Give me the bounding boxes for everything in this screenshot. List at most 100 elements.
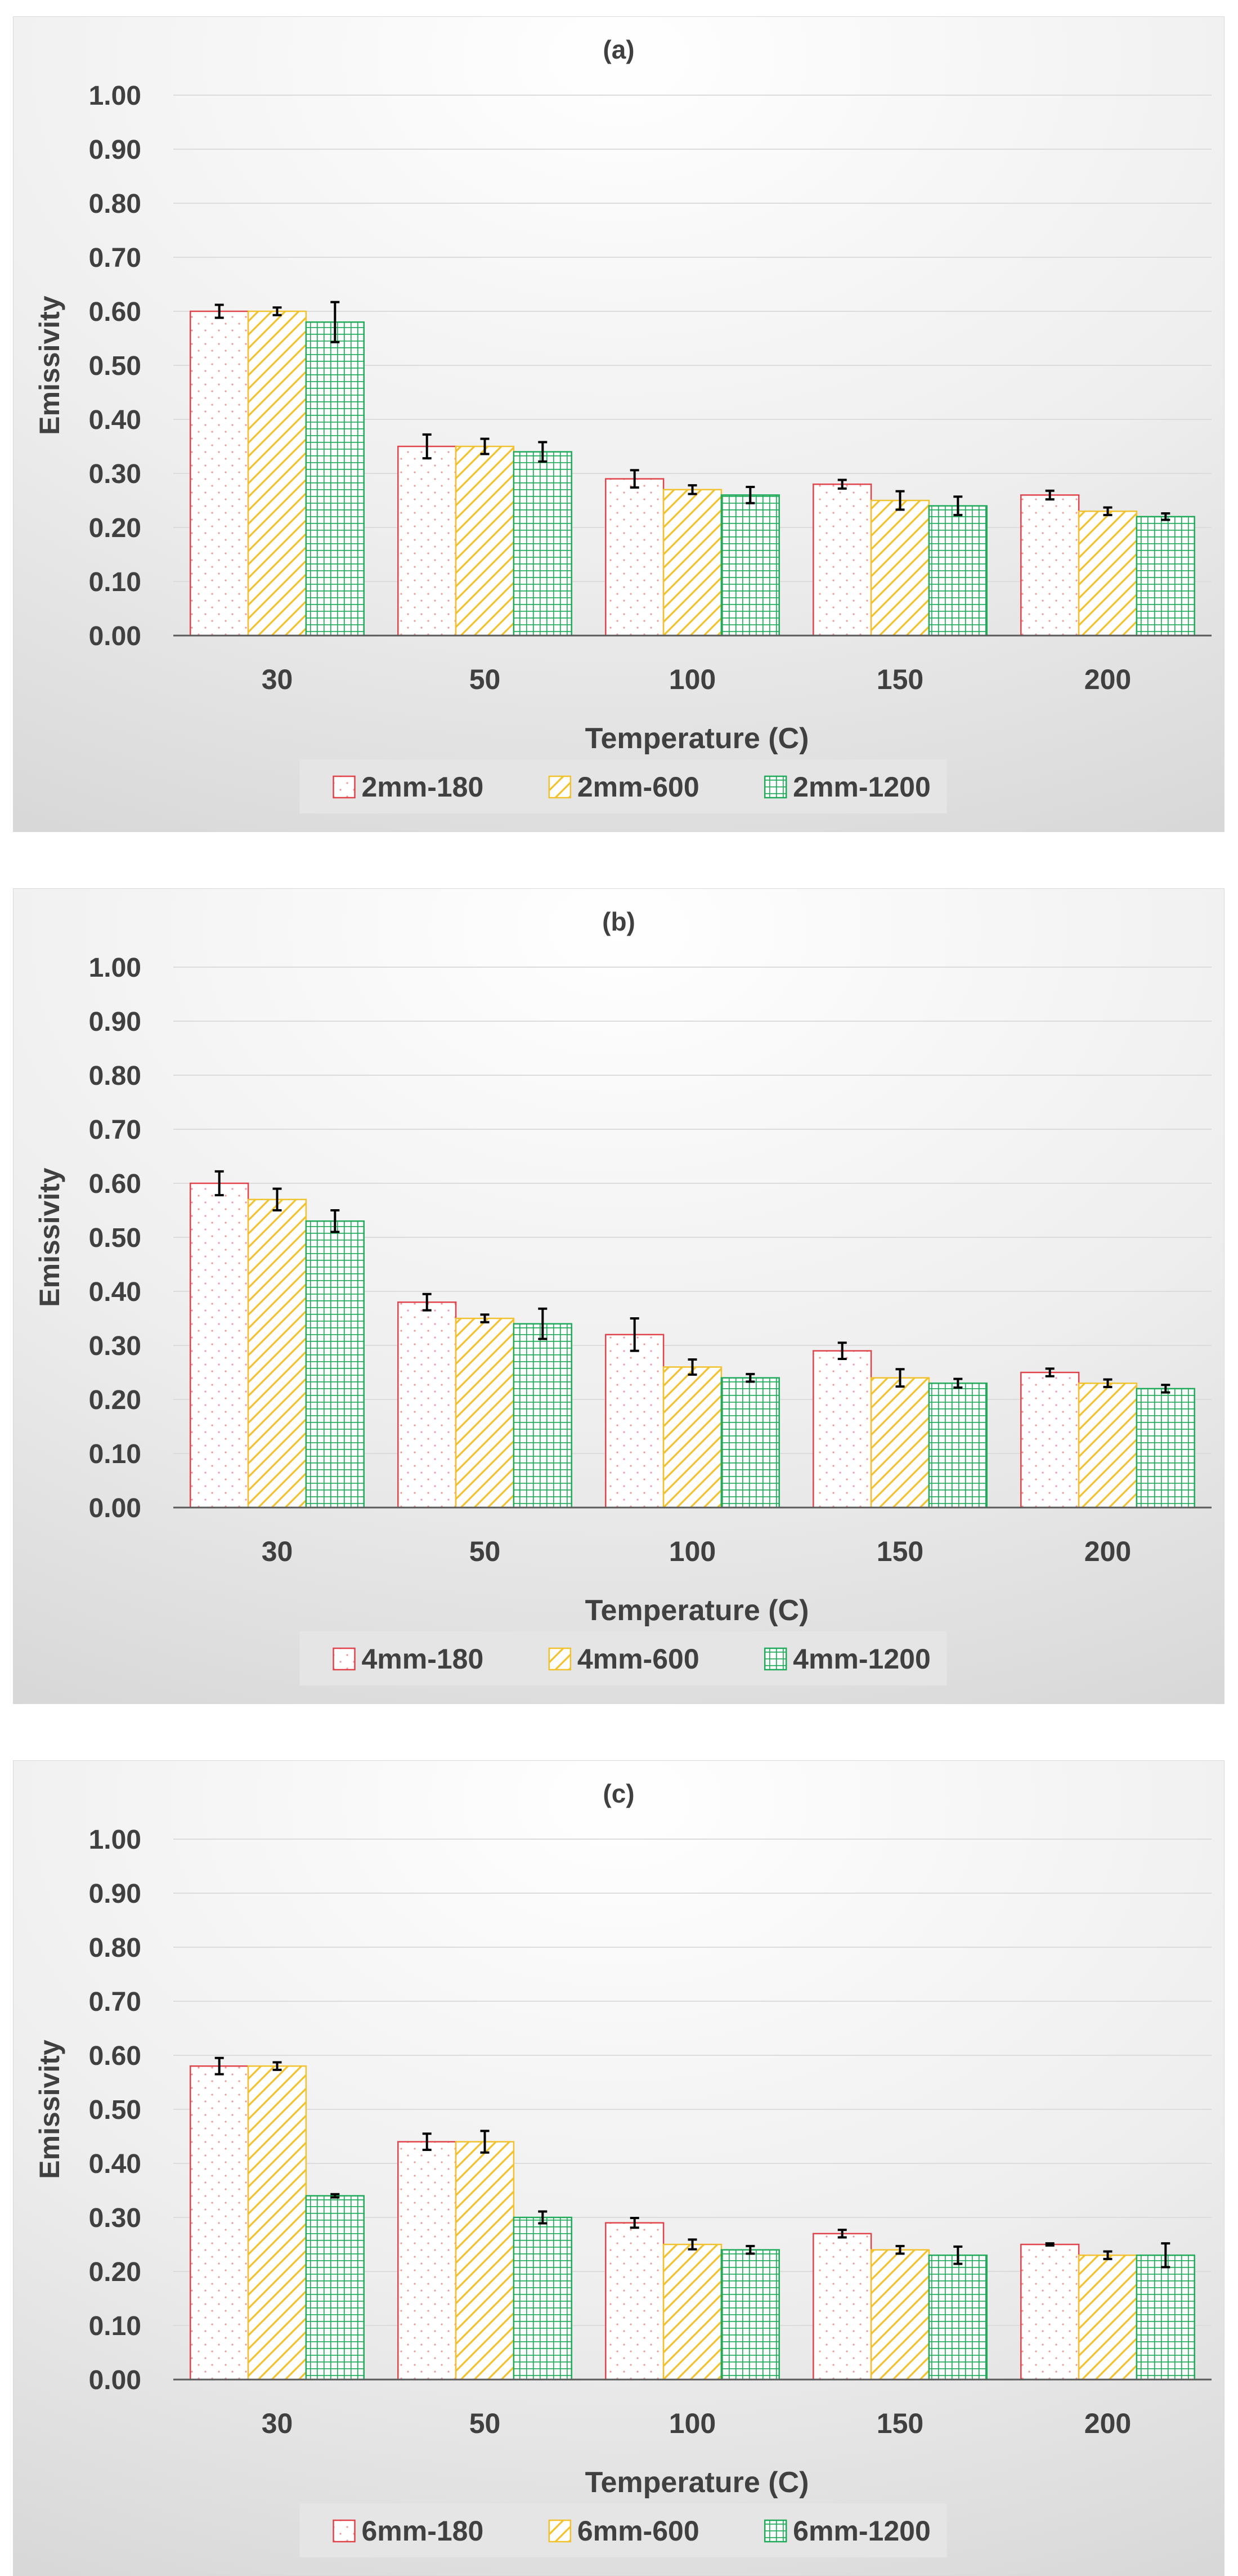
y-tick-label: 0.10 xyxy=(89,1439,141,1469)
y-tick-label: 0.70 xyxy=(89,1115,141,1145)
bar-4mm-600-150 xyxy=(870,1377,930,1509)
error-bar-6mm-600-200 xyxy=(1103,2250,1113,2260)
error-bar-4mm-1200-50 xyxy=(538,1307,548,1340)
bar-2mm-600-150 xyxy=(870,499,930,637)
legend-swatch-4mm-180 xyxy=(333,1647,356,1671)
bar-2mm-180-150 xyxy=(813,483,872,637)
error-bar-2mm-1200-50 xyxy=(538,441,548,463)
y-tick-label: 0.10 xyxy=(89,567,141,597)
bar-2mm-600-50 xyxy=(455,445,515,637)
y-tick-label: 0.00 xyxy=(89,621,141,651)
bar-2mm-180-50 xyxy=(397,445,457,637)
x-tick-label: 100 xyxy=(669,2408,716,2439)
error-bar-4mm-1200-200 xyxy=(1161,1384,1170,1394)
error-bar-4mm-600-30 xyxy=(272,1187,282,1211)
legend-label: 2mm-1200 xyxy=(793,771,931,803)
y-tick-label: 0.70 xyxy=(89,243,141,273)
x-tick-label: 30 xyxy=(262,2408,293,2439)
error-bar-6mm-1200-30 xyxy=(330,2193,340,2199)
legend: 2mm-180 2mm-600 2mm-1200 xyxy=(299,759,947,813)
chart-panel-a: 0.00 0.10 0.20 0.30 0.40 0.50 0.60 0.70 0.80 0.90… xyxy=(13,16,1224,832)
x-axis-label: Temperature (C) xyxy=(585,1594,809,1627)
error-bar-6mm-600-150 xyxy=(895,2244,905,2255)
error-bar-2mm-1200-200 xyxy=(1161,512,1170,521)
bar-6mm-180-50 xyxy=(397,2141,457,2381)
bar-6mm-180-30 xyxy=(190,2065,249,2381)
bar-4mm-1200-200 xyxy=(1136,1388,1195,1509)
bar-2mm-600-30 xyxy=(247,310,307,637)
bar-6mm-600-100 xyxy=(662,2243,723,2381)
y-tick-label: 0.20 xyxy=(89,1385,141,1415)
bar-4mm-600-30 xyxy=(247,1198,307,1509)
y-tick-label: 0.00 xyxy=(89,1493,141,1523)
bar-4mm-180-150 xyxy=(813,1350,872,1509)
legend-background xyxy=(299,2503,947,2557)
x-tick-label: 200 xyxy=(1084,2408,1131,2439)
error-bar-2mm-1200-30 xyxy=(330,301,340,343)
legend-swatch-4mm-1200 xyxy=(764,1647,787,1671)
chart-title: (a) xyxy=(603,35,634,64)
bar-2mm-180-200 xyxy=(1020,494,1080,637)
x-tick-label: 200 xyxy=(1084,664,1131,695)
y-tick-label: 0.30 xyxy=(89,2203,141,2233)
y-tick-label: 0.40 xyxy=(89,405,141,435)
error-bar-6mm-600-100 xyxy=(688,2238,697,2251)
bar-4mm-600-200 xyxy=(1078,1382,1138,1509)
y-tick-label: 0.90 xyxy=(89,135,141,165)
y-axis-label: Emissivity xyxy=(34,1168,65,1307)
y-tick-label: 0.60 xyxy=(89,1169,141,1199)
error-bar-6mm-180-150 xyxy=(837,2229,847,2239)
legend-swatch-6mm-1200 xyxy=(764,2519,787,2543)
y-tick-label: 0.80 xyxy=(89,1933,141,1963)
chart-svg: 0.00 0.10 0.20 0.30 0.40 0.50 0.60 0.70 0.80 0.90… xyxy=(13,1760,1224,2576)
legend-swatch-6mm-180 xyxy=(333,2519,356,2543)
bar-6mm-600-150 xyxy=(870,2249,930,2381)
bar-2mm-600-100 xyxy=(662,489,723,637)
error-bar-6mm-600-30 xyxy=(272,2061,282,2071)
bar-6mm-1200-100 xyxy=(720,2249,780,2381)
error-bar-6mm-180-30 xyxy=(214,2056,224,2076)
x-tick-label: 30 xyxy=(262,1536,293,1567)
x-tick-label: 200 xyxy=(1084,1536,1131,1567)
error-bar-6mm-600-50 xyxy=(480,2130,490,2154)
legend: 4mm-180 4mm-600 4mm-1200 xyxy=(299,1631,947,1685)
y-tick-label: 0.70 xyxy=(89,1987,141,2017)
error-bar-4mm-180-200 xyxy=(1045,1367,1055,1378)
error-bar-6mm-180-50 xyxy=(422,2132,432,2151)
bar-4mm-1200-50 xyxy=(513,1323,572,1509)
bar-2mm-600-200 xyxy=(1078,510,1138,637)
legend-background xyxy=(299,1631,947,1685)
error-bar-4mm-180-150 xyxy=(837,1341,847,1360)
y-tick-label: 1.00 xyxy=(89,1825,141,1855)
y-tick-label: 0.30 xyxy=(89,459,141,489)
legend-label: 6mm-600 xyxy=(577,2515,699,2547)
legend-swatch-6mm-600 xyxy=(548,2519,572,2543)
bar-6mm-1200-200 xyxy=(1136,2254,1195,2381)
bar-6mm-600-30 xyxy=(247,2065,307,2381)
bar-4mm-180-30 xyxy=(190,1182,249,1509)
error-bar-6mm-1200-200 xyxy=(1161,2242,1170,2269)
error-bar-6mm-1200-100 xyxy=(746,2244,755,2255)
legend-swatch-2mm-1200 xyxy=(764,775,787,799)
legend-label: 4mm-600 xyxy=(577,1643,699,1675)
bar-4mm-180-100 xyxy=(605,1334,665,1509)
x-axis-label: Temperature (C) xyxy=(585,2466,809,2499)
chart-title: (b) xyxy=(602,907,635,936)
error-bar-2mm-600-200 xyxy=(1103,506,1113,516)
error-bar-2mm-180-150 xyxy=(837,478,847,490)
bar-2mm-1200-200 xyxy=(1136,516,1195,637)
error-bar-4mm-600-150 xyxy=(895,1368,905,1388)
chart-svg: 0.00 0.10 0.20 0.30 0.40 0.50 0.60 0.70 0.80 0.90… xyxy=(13,888,1224,1704)
x-tick-label: 30 xyxy=(262,664,293,695)
y-tick-label: 0.90 xyxy=(89,1879,141,1909)
y-tick-label: 0.80 xyxy=(89,1061,141,1091)
error-bar-2mm-180-50 xyxy=(422,433,432,460)
y-tick-label: 0.30 xyxy=(89,1331,141,1361)
legend-label: 4mm-180 xyxy=(362,1643,484,1675)
chart-panel-c: 0.00 0.10 0.20 0.30 0.40 0.50 0.60 0.70 0.80 0.90… xyxy=(13,1760,1224,2576)
error-bar-4mm-180-100 xyxy=(630,1317,639,1352)
y-tick-label: 0.00 xyxy=(89,2365,141,2395)
bar-4mm-1200-150 xyxy=(928,1382,988,1509)
x-tick-label: 150 xyxy=(877,1536,923,1567)
error-bar-2mm-180-200 xyxy=(1045,489,1055,501)
